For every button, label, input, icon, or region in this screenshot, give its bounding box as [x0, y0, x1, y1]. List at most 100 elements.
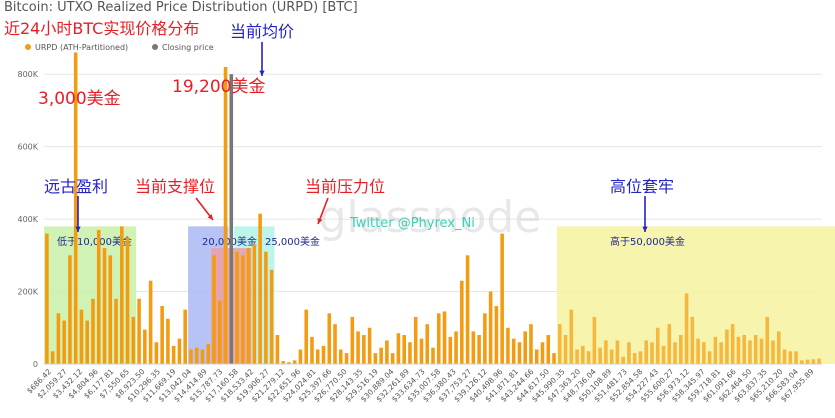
urpd-bar	[125, 237, 130, 364]
urpd-bar	[782, 349, 787, 364]
urpd-bar	[102, 248, 107, 364]
urpd-bar	[690, 316, 695, 364]
urpd-bar	[137, 298, 141, 364]
urpd-bar	[719, 342, 723, 364]
urpd-bar	[604, 340, 608, 364]
arrow-resistance-head	[317, 218, 323, 224]
urpd-bar	[517, 342, 522, 364]
urpd-bar	[408, 342, 412, 364]
urpd-bar	[373, 353, 378, 364]
y-tick-label: 400K	[17, 215, 38, 224]
urpd-bar	[736, 336, 741, 364]
urpd-bar	[494, 306, 499, 364]
urpd-bar	[402, 335, 406, 364]
urpd-bar	[362, 335, 366, 364]
urpd-bar	[460, 280, 464, 364]
urpd-bar	[523, 331, 527, 364]
urpd-bar	[753, 335, 758, 364]
urpd-bar	[679, 335, 683, 364]
urpd-bar	[264, 251, 268, 364]
urpd-bar	[436, 313, 441, 364]
urpd-bar	[241, 255, 245, 364]
urpd-bar	[287, 362, 291, 364]
urpd-bar	[627, 342, 631, 364]
urpd-bar	[356, 331, 360, 364]
urpd-bar	[511, 338, 516, 364]
urpd-bar	[621, 356, 625, 364]
urpd-bar	[748, 340, 752, 364]
urpd-bar	[581, 345, 585, 364]
urpd-bar	[771, 340, 775, 364]
annotation-ancient-profit: 远古盈利	[44, 177, 109, 196]
urpd-bar	[506, 327, 510, 364]
urpd-bar	[379, 347, 383, 364]
urpd-bar	[632, 353, 637, 364]
urpd-bar	[160, 306, 164, 364]
annotation-3000: 3,000美金	[38, 89, 121, 109]
urpd-bar	[725, 329, 729, 364]
urpd-bar	[684, 293, 689, 364]
urpd-bar	[696, 338, 700, 364]
y-tick-label: 0	[33, 360, 38, 369]
y-tick-label: 200K	[17, 288, 38, 297]
urpd-bar	[73, 52, 78, 364]
urpd-bar	[454, 331, 458, 364]
urpd-bar	[304, 309, 309, 364]
urpd-bar	[91, 298, 95, 364]
urpd-bar	[194, 347, 199, 364]
arrow-ancient-profit-head	[75, 226, 81, 232]
y-tick-label: 800K	[17, 70, 38, 79]
urpd-bar	[269, 269, 274, 364]
urpd-bar	[794, 351, 798, 364]
urpd-bar	[650, 342, 654, 364]
urpd-bar	[673, 342, 677, 364]
urpd-bar	[471, 331, 476, 364]
urpd-bar	[655, 327, 660, 364]
urpd-bar	[62, 320, 66, 364]
urpd-bar	[730, 324, 735, 364]
urpd-bar	[108, 255, 113, 364]
urpd-bar	[638, 351, 643, 364]
urpd-bar	[563, 335, 568, 364]
urpd-bar	[385, 340, 389, 364]
urpd-bar	[477, 335, 481, 364]
urpd-bar	[333, 324, 337, 364]
urpd-bar	[339, 349, 343, 364]
urpd-bar	[575, 349, 579, 364]
urpd-bar	[557, 324, 562, 364]
urpd-bar	[131, 316, 136, 364]
urpd-bar	[177, 338, 182, 364]
urpd-bar	[534, 349, 539, 364]
urpd-bar	[586, 351, 591, 364]
legend-marker-0	[25, 44, 31, 50]
urpd-bar	[776, 331, 781, 364]
urpd-bar	[183, 309, 187, 364]
urpd-bar	[154, 342, 159, 364]
zone-label-1: 20,000美金	[202, 235, 257, 248]
urpd-bar	[217, 300, 222, 364]
urpd-bar	[321, 345, 326, 364]
urpd-bar	[45, 233, 49, 364]
urpd-bar	[327, 313, 332, 364]
urpd-bar	[419, 338, 424, 364]
legend-label-0: URPD (ATH-Partitioned)	[35, 43, 128, 52]
urpd-bar	[396, 333, 401, 364]
y-tick-label: 600K	[17, 143, 38, 152]
urpd-bar	[281, 361, 285, 364]
urpd-bar	[442, 311, 447, 364]
urpd-bar	[707, 351, 712, 364]
urpd-bar	[235, 251, 239, 364]
urpd-bar	[800, 360, 804, 364]
urpd-bar	[206, 344, 211, 364]
annotation-high-trapped: 高位套牢	[610, 177, 675, 196]
urpd-bar	[166, 318, 170, 364]
urpd-bar	[615, 340, 620, 364]
legend-marker-1	[152, 44, 158, 50]
urpd-bar	[56, 313, 61, 364]
urpd-bar	[96, 229, 101, 364]
chart-title: Bitcoin: UTXO Realized Price Distributio…	[4, 0, 358, 15]
legend-label-1: Closing price	[162, 43, 214, 52]
urpd-bar	[592, 316, 597, 364]
urpd-bar	[805, 359, 810, 364]
